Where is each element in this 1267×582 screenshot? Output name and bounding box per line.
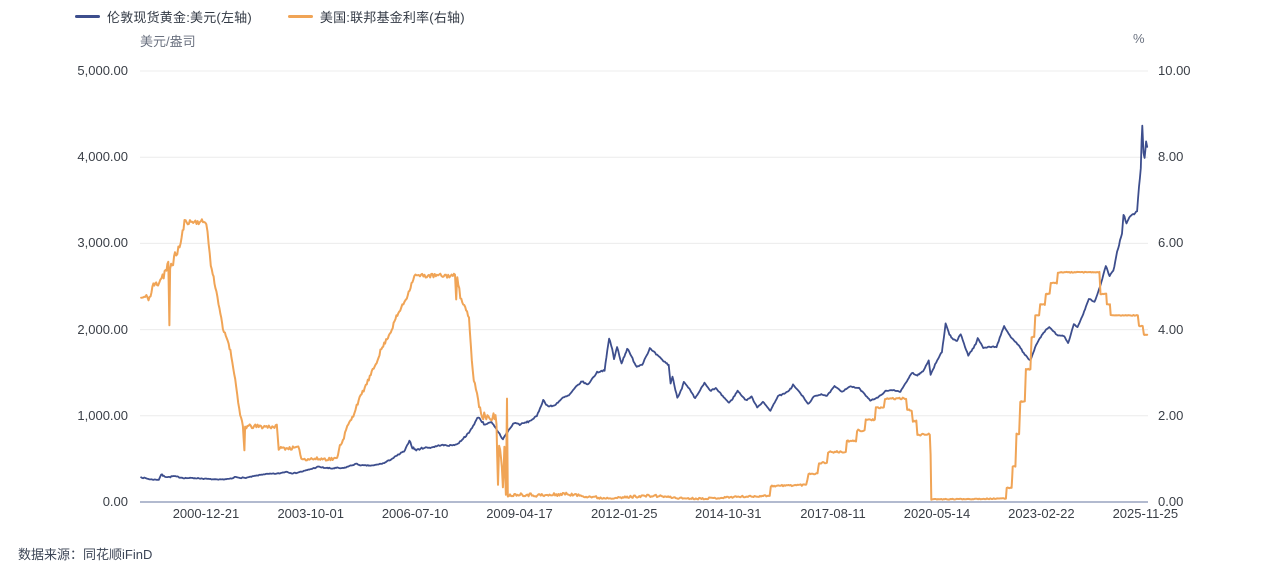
left-axis-tick-label: 2,000.00 xyxy=(77,321,128,337)
right-axis-tick-label: 4.00 xyxy=(1158,321,1184,337)
legend-item-fedfunds[interactable]: 美国:联邦基金利率(右轴) xyxy=(287,7,465,26)
x-axis-tick-label: 2023-02-22 xyxy=(1008,506,1075,521)
x-axis-tick-label: 2006-07-10 xyxy=(381,506,449,521)
legend-item-gold[interactable]: 伦敦现货黄金:美元(左轴) xyxy=(75,7,252,26)
left-axis-tick-label: 0.00 xyxy=(102,494,128,509)
chart-legend: 伦敦现货黄金:美元(左轴) 美国:联邦基金利率(右轴) xyxy=(75,7,465,26)
x-axis-tick-label: 2017-08-11 xyxy=(800,506,866,521)
right-axis-tick-label: 8.00 xyxy=(1158,149,1184,165)
x-axis-tick-label: 2000-12-21 xyxy=(172,506,240,521)
x-axis-tick-label: 2020-05-14 xyxy=(903,506,971,521)
x-axis-tick-label: 2014-10-31 xyxy=(694,506,762,521)
right-axis-unit: % xyxy=(1133,31,1145,46)
legend-swatch-gold-icon xyxy=(75,15,100,18)
x-axis-tick-label: 2003-10-01 xyxy=(277,506,344,521)
right-axis-tick-label: 0.00 xyxy=(1158,494,1184,509)
legend-label-gold: 伦敦现货黄金:美元(左轴) xyxy=(107,10,252,25)
left-axis-tick-label: 1,000.00 xyxy=(77,407,128,423)
left-axis-tick-label: 5,000.00 xyxy=(77,63,128,78)
left-axis-tick-label: 3,000.00 xyxy=(77,235,128,251)
right-axis-tick-label: 10.00 xyxy=(1158,63,1191,78)
legend-swatch-fedfunds-icon xyxy=(287,15,313,18)
series-line-fedfunds xyxy=(140,218,1149,501)
legend-label-fedfunds: 美国:联邦基金利率(右轴) xyxy=(319,10,465,25)
right-axis-tick-label: 2.00 xyxy=(1158,407,1184,423)
x-axis-tick-label: 2009-04-17 xyxy=(486,506,553,521)
data-source-note: 数据来源：同花顺iFinD xyxy=(18,547,153,562)
series-line-gold xyxy=(140,124,1149,481)
x-axis-tick-label: 2012-01-25 xyxy=(590,506,658,521)
x-axis-tick-label: 2025-11-25 xyxy=(1112,506,1179,521)
left-axis-unit: 美元/盎司 xyxy=(140,34,196,49)
left-axis-tick-label: 4,000.00 xyxy=(77,149,128,165)
right-axis-tick-label: 6.00 xyxy=(1158,235,1184,251)
